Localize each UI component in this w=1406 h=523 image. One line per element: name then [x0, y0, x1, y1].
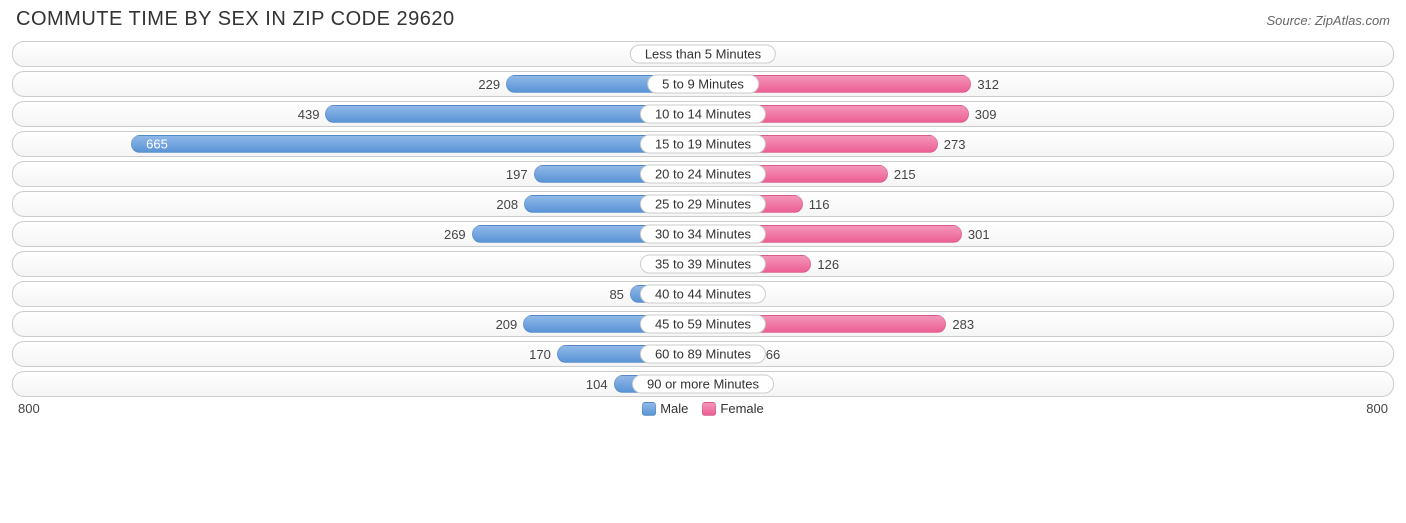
male-half: 85 [15, 284, 703, 304]
chart-row: 209 283 45 to 59 Minutes [12, 311, 1394, 337]
male-value: 85 [603, 287, 629, 302]
legend-female: Female [702, 401, 763, 416]
chart-row: 85 040 to 44 Minutes [12, 281, 1394, 307]
male-value: 439 [292, 107, 326, 122]
male-half: 51 [15, 44, 703, 64]
male-half: 197 [15, 164, 703, 184]
female-half: 273 [703, 134, 1391, 154]
female-half: 283 [703, 314, 1391, 334]
category-label: 60 to 89 Minutes [640, 345, 766, 364]
male-half: 44 [15, 254, 703, 274]
category-label: 40 to 44 Minutes [640, 285, 766, 304]
male-value: 665 [140, 137, 174, 152]
female-half: 126 [703, 254, 1391, 274]
chart-row: 208 116 25 to 29 Minutes [12, 191, 1394, 217]
chart-source: Source: ZipAtlas.com [1266, 13, 1390, 28]
male-half: 439 [15, 104, 703, 124]
chart-row: 170 6660 to 89 Minutes [12, 341, 1394, 367]
axis-left-max: 800 [18, 401, 40, 416]
male-half: 665 [15, 134, 703, 154]
chart-row: 439 309 10 to 14 Minutes [12, 101, 1394, 127]
female-half: 0 [703, 284, 1391, 304]
male-half: 269 [15, 224, 703, 244]
female-half: 3 [703, 374, 1391, 394]
chart-row: 104 390 or more Minutes [12, 371, 1394, 397]
category-label: 30 to 34 Minutes [640, 225, 766, 244]
female-value: 215 [888, 167, 922, 182]
chart-row: 5141Less than 5 Minutes [12, 41, 1394, 67]
legend-male-label: Male [660, 401, 688, 416]
female-half: 66 [703, 344, 1391, 364]
chart-header: COMMUTE TIME BY SEX IN ZIP CODE 29620 So… [12, 8, 1394, 31]
female-value: 116 [803, 197, 836, 212]
male-value: 208 [490, 197, 524, 212]
category-label: 20 to 24 Minutes [640, 165, 766, 184]
axis-right-max: 800 [1366, 401, 1388, 416]
male-value: 269 [438, 227, 472, 242]
chart-row: 229 312 5 to 9 Minutes [12, 71, 1394, 97]
female-value: 309 [969, 107, 1003, 122]
male-value: 229 [472, 77, 506, 92]
female-value: 126 [811, 257, 845, 272]
category-label: 10 to 14 Minutes [640, 105, 766, 124]
female-half: 116 [703, 194, 1391, 214]
male-value: 170 [523, 347, 557, 362]
legend-male: Male [642, 401, 688, 416]
male-half: 104 [15, 374, 703, 394]
female-swatch-icon [702, 402, 716, 416]
legend-female-label: Female [720, 401, 763, 416]
legend: Male Female [642, 401, 764, 416]
male-bar: 665 [131, 135, 703, 153]
chart-row: 44 126 35 to 39 Minutes [12, 251, 1394, 277]
female-half: 309 [703, 104, 1391, 124]
male-value: 104 [580, 377, 614, 392]
male-value: 209 [490, 317, 524, 332]
chart-row: 665 273 15 to 19 Minutes [12, 131, 1394, 157]
female-half: 301 [703, 224, 1391, 244]
male-value: 197 [500, 167, 534, 182]
diverging-bar-chart: 5141Less than 5 Minutes 229 312 5 to 9 Minu… [12, 41, 1394, 397]
category-label: 35 to 39 Minutes [640, 255, 766, 274]
category-label: 5 to 9 Minutes [647, 75, 759, 94]
chart-row: 269 301 30 to 34 Minutes [12, 221, 1394, 247]
male-half: 170 [15, 344, 703, 364]
category-label: 90 or more Minutes [632, 375, 774, 394]
category-label: Less than 5 Minutes [630, 45, 776, 64]
female-half: 215 [703, 164, 1391, 184]
male-half: 229 [15, 74, 703, 94]
chart-title: COMMUTE TIME BY SEX IN ZIP CODE 29620 [16, 8, 455, 31]
category-label: 45 to 59 Minutes [640, 315, 766, 334]
female-value: 312 [971, 77, 1005, 92]
female-value: 283 [946, 317, 980, 332]
male-half: 208 [15, 194, 703, 214]
male-half: 209 [15, 314, 703, 334]
axis-row: 800 Male Female 800 [12, 401, 1394, 416]
category-label: 25 to 29 Minutes [640, 195, 766, 214]
male-swatch-icon [642, 402, 656, 416]
category-label: 15 to 19 Minutes [640, 135, 766, 154]
female-half: 312 [703, 74, 1391, 94]
chart-row: 197 215 20 to 24 Minutes [12, 161, 1394, 187]
female-value: 273 [938, 137, 972, 152]
female-half: 41 [703, 44, 1391, 64]
female-value: 301 [962, 227, 996, 242]
